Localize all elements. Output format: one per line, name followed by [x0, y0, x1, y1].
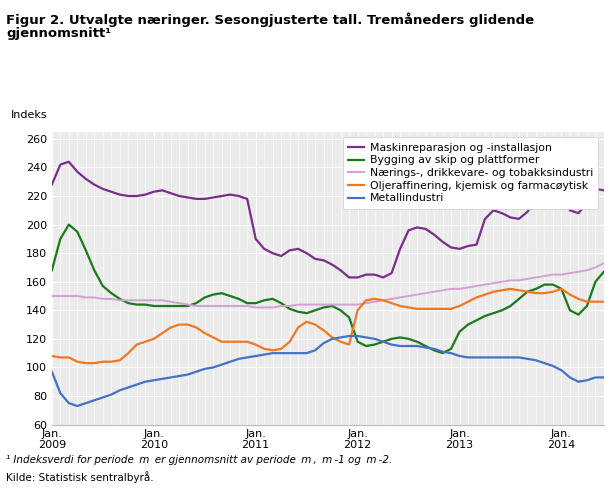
Nærings-, drikkevare- og tobakksindustri — [91, 295, 98, 301]
Maskinreparasjon og -installasjon — [345, 275, 353, 281]
Maskinreparasjon og -installasjon — [498, 210, 506, 216]
Nærings-, drikkevare- og tobakksindustri — [490, 280, 497, 286]
Bygging av skip og plattformer — [439, 350, 446, 356]
Oljeraffinering, kjemisk og farmасøytisk — [600, 299, 608, 305]
Bygging av skip og plattformer — [226, 293, 234, 299]
Text: Figur 2. Utvalgte næringer. Sesongjusterte tall. Tremåneders glidende: Figur 2. Utvalgte næringer. Sesongjuster… — [6, 12, 534, 27]
Bygging av skip og plattformer — [295, 309, 302, 315]
Text: gjennomsnitt¹: gjennomsnitt¹ — [6, 27, 111, 40]
Oljeraffinering, kjemisk og farmасøytisk — [82, 360, 90, 366]
Nærings-, drikkevare- og tobakksindustri — [295, 302, 302, 307]
Oljeraffinering, kjemisk og farmасøytisk — [303, 319, 310, 325]
Metallindustri — [193, 369, 200, 375]
Metallindustri — [303, 350, 310, 356]
Maskinreparasjon og -installasjon — [193, 196, 200, 202]
Text: ¹ Indeksverdi for periode  m  er gjennomsnitt av periode  m ,  m -1 og  m -2.: ¹ Indeksverdi for periode m er gjennomsn… — [6, 455, 392, 465]
Nærings-, drikkevare- og tobakksindustri — [218, 303, 225, 309]
Line: Oljeraffinering, kjemisk og farmасøytisk: Oljeraffinering, kjemisk og farmасøytisk — [52, 289, 604, 363]
Metallindustri — [48, 369, 56, 375]
Nærings-, drikkevare- og tobakksindustri — [600, 260, 608, 266]
Nærings-, drikkevare- og tobakksindustri — [252, 305, 259, 310]
Nærings-, drikkevare- og tobakksindustri — [566, 270, 573, 276]
Maskinreparasjon og -installasjon — [303, 250, 310, 256]
Oljeraffinering, kjemisk og farmасøytisk — [295, 325, 302, 330]
Metallindustri — [226, 359, 234, 365]
Oljeraffinering, kjemisk og farmасøytisk — [99, 359, 107, 365]
Metallindustri — [74, 403, 81, 409]
Maskinreparasjon og -installasjon — [48, 182, 56, 187]
Metallindustri — [345, 333, 353, 339]
Maskinreparasjon og -installasjon — [295, 246, 302, 252]
Line: Bygging av skip og plattformer: Bygging av skip og plattformer — [52, 224, 604, 353]
Oljeraffinering, kjemisk og farmасøytisk — [226, 339, 234, 345]
Maskinreparasjon og -installasjon — [99, 186, 107, 192]
Oljeraffinering, kjemisk og farmасøytisk — [193, 325, 200, 330]
Maskinreparasjon og -installasjon — [226, 192, 234, 198]
Bygging av skip og plattformer — [600, 269, 608, 275]
Nærings-, drikkevare- og tobakksindustri — [48, 293, 56, 299]
Bygging av skip og plattformer — [498, 307, 506, 313]
Bygging av skip og plattformer — [48, 267, 56, 273]
Text: Indeks: Indeks — [10, 110, 47, 120]
Line: Metallindustri: Metallindustri — [52, 336, 604, 406]
Bygging av skip og plattformer — [65, 222, 73, 227]
Metallindustri — [498, 354, 506, 360]
Oljeraffinering, kjemisk og farmасøytisk — [507, 286, 514, 292]
Oljeraffinering, kjemisk og farmасøytisk — [48, 353, 56, 359]
Nærings-, drikkevare- og tobakksindustri — [184, 302, 192, 307]
Legend: Maskinreparasjon og -installasjon, Bygging av skip og plattformer, Nærings-, dri: Maskinreparasjon og -installasjon, Byggi… — [343, 137, 598, 209]
Line: Nærings-, drikkevare- og tobakksindustri: Nærings-, drikkevare- og tobakksindustri — [52, 263, 604, 307]
Maskinreparasjon og -installasjon — [600, 187, 608, 193]
Metallindustri — [99, 394, 107, 400]
Bygging av skip og plattformer — [193, 300, 200, 306]
Bygging av skip og plattformer — [99, 283, 107, 289]
Text: Kilde: Statistisk sentralbyrå.: Kilde: Statistisk sentralbyrå. — [6, 471, 154, 483]
Metallindustri — [600, 374, 608, 380]
Bygging av skip og plattformer — [303, 310, 310, 316]
Metallindustri — [295, 350, 302, 356]
Maskinreparasjon og -installasjon — [65, 159, 73, 164]
Line: Maskinreparasjon og -installasjon: Maskinreparasjon og -installasjon — [52, 162, 604, 278]
Oljeraffinering, kjemisk og farmасøytisk — [490, 289, 497, 295]
